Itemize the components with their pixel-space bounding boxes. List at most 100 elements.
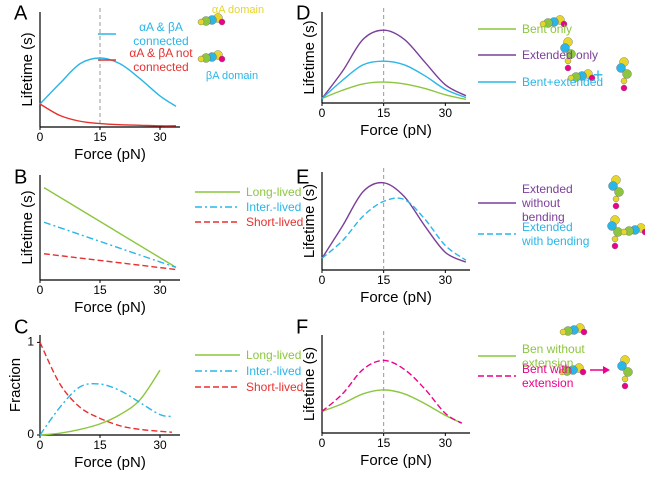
legend-entry: Extended only [478,48,622,62]
legend-label: Long-lived [246,185,302,199]
x-tick-label: 30 [153,438,167,452]
icon [218,18,226,26]
icon [607,221,617,231]
icon [641,228,645,236]
legend-label: Long-lived [246,348,302,362]
icon [560,43,570,53]
icon [560,20,568,28]
arrow-head [603,366,610,374]
legend-swatch [478,375,516,377]
series-line [321,60,467,99]
legend-label: Inter.-lived [246,200,302,214]
icon [620,77,628,85]
legend-swatch [195,370,240,372]
legend-swatch [195,386,240,388]
x-tick-label: 30 [153,283,167,297]
legend-label: Bent with extension [522,362,574,390]
icon [580,328,588,336]
x-tick-label: 30 [153,130,167,144]
legend-swatch [478,81,516,83]
legend-label: Inter.-lived [246,364,302,378]
x-tick-label: 15 [377,106,391,120]
icon [197,18,205,26]
icon [567,74,575,82]
x-tick-label: 15 [93,438,107,452]
icon [620,228,628,236]
series-line [39,369,161,436]
icon [566,49,576,59]
icon [612,195,620,203]
icon [558,368,566,376]
x-tick-label: 0 [319,273,326,287]
x-tick-label: 15 [93,130,107,144]
legend-entry: Bent+extended [478,75,622,89]
legend-label: αA & βA not connected [129,46,193,74]
icon [622,69,632,79]
icon [564,64,572,72]
series-line [321,389,463,424]
y-axis-label: Lifetime (s) [301,347,318,421]
icon [616,63,626,73]
series-line [39,382,173,436]
series-line [321,81,467,101]
series-line [39,342,173,433]
icon [197,55,205,63]
annotation: + [593,65,604,85]
legend-swatch [98,59,116,61]
legend-entry: Extended without bending [478,182,597,224]
x-axis-label: Force (pN) [360,122,432,139]
icon [564,57,572,65]
legend-label: αA & βA connected [133,20,189,48]
legend-entry: Ben without extension [478,342,597,370]
x-axis-label: Force (pN) [360,289,432,306]
panel-letter: A [14,2,28,24]
legend-label: Short-lived [246,215,304,229]
legend-entry: Long-lived [195,185,336,199]
legend-label: Ben without extension [522,342,585,370]
series-line [43,187,177,268]
y-axis-label: Lifetime (s) [19,32,36,106]
panel-letter: F [296,316,308,338]
icon [612,202,620,210]
series-line [321,197,467,261]
legend-entry: Bent only [478,22,622,36]
series-line [321,359,463,424]
icon [621,382,629,390]
legend-entry: αA & βA connected [98,20,200,48]
annotation: βA domain [206,70,258,82]
icon [608,181,618,191]
legend-entry: Long-lived [195,348,336,362]
x-tick-label: 30 [439,436,453,450]
legend-label: Short-lived [246,380,304,394]
legend-swatch [478,233,516,235]
icon [623,367,633,377]
icon [614,187,624,197]
x-tick-label: 0 [319,106,326,120]
legend-label: Bent only [522,22,573,36]
legend-entry: Short-lived [195,380,336,394]
series-line [39,103,177,127]
x-tick-label: 0 [37,130,44,144]
y-tick-label: 0 [27,427,34,441]
x-tick-label: 15 [377,273,391,287]
series-line [321,29,467,99]
icon [218,55,226,63]
series-line [43,253,177,271]
legend-label: Extended without bending [522,182,573,224]
legend-label: Bent+extended [522,75,604,89]
legend-entry: Extended with bending [478,220,597,248]
panel-letter: B [14,166,27,188]
y-axis-label: Lifetime (s) [301,184,318,258]
x-axis-label: Force (pN) [74,146,146,163]
legend-swatch [98,33,116,35]
x-tick-label: 30 [439,106,453,120]
x-tick-label: 15 [93,283,107,297]
series-line [43,221,177,269]
icon [611,242,619,250]
icon [579,368,587,376]
panel-letter: C [14,316,28,338]
legend-swatch [478,28,516,30]
legend-swatch [195,206,240,208]
